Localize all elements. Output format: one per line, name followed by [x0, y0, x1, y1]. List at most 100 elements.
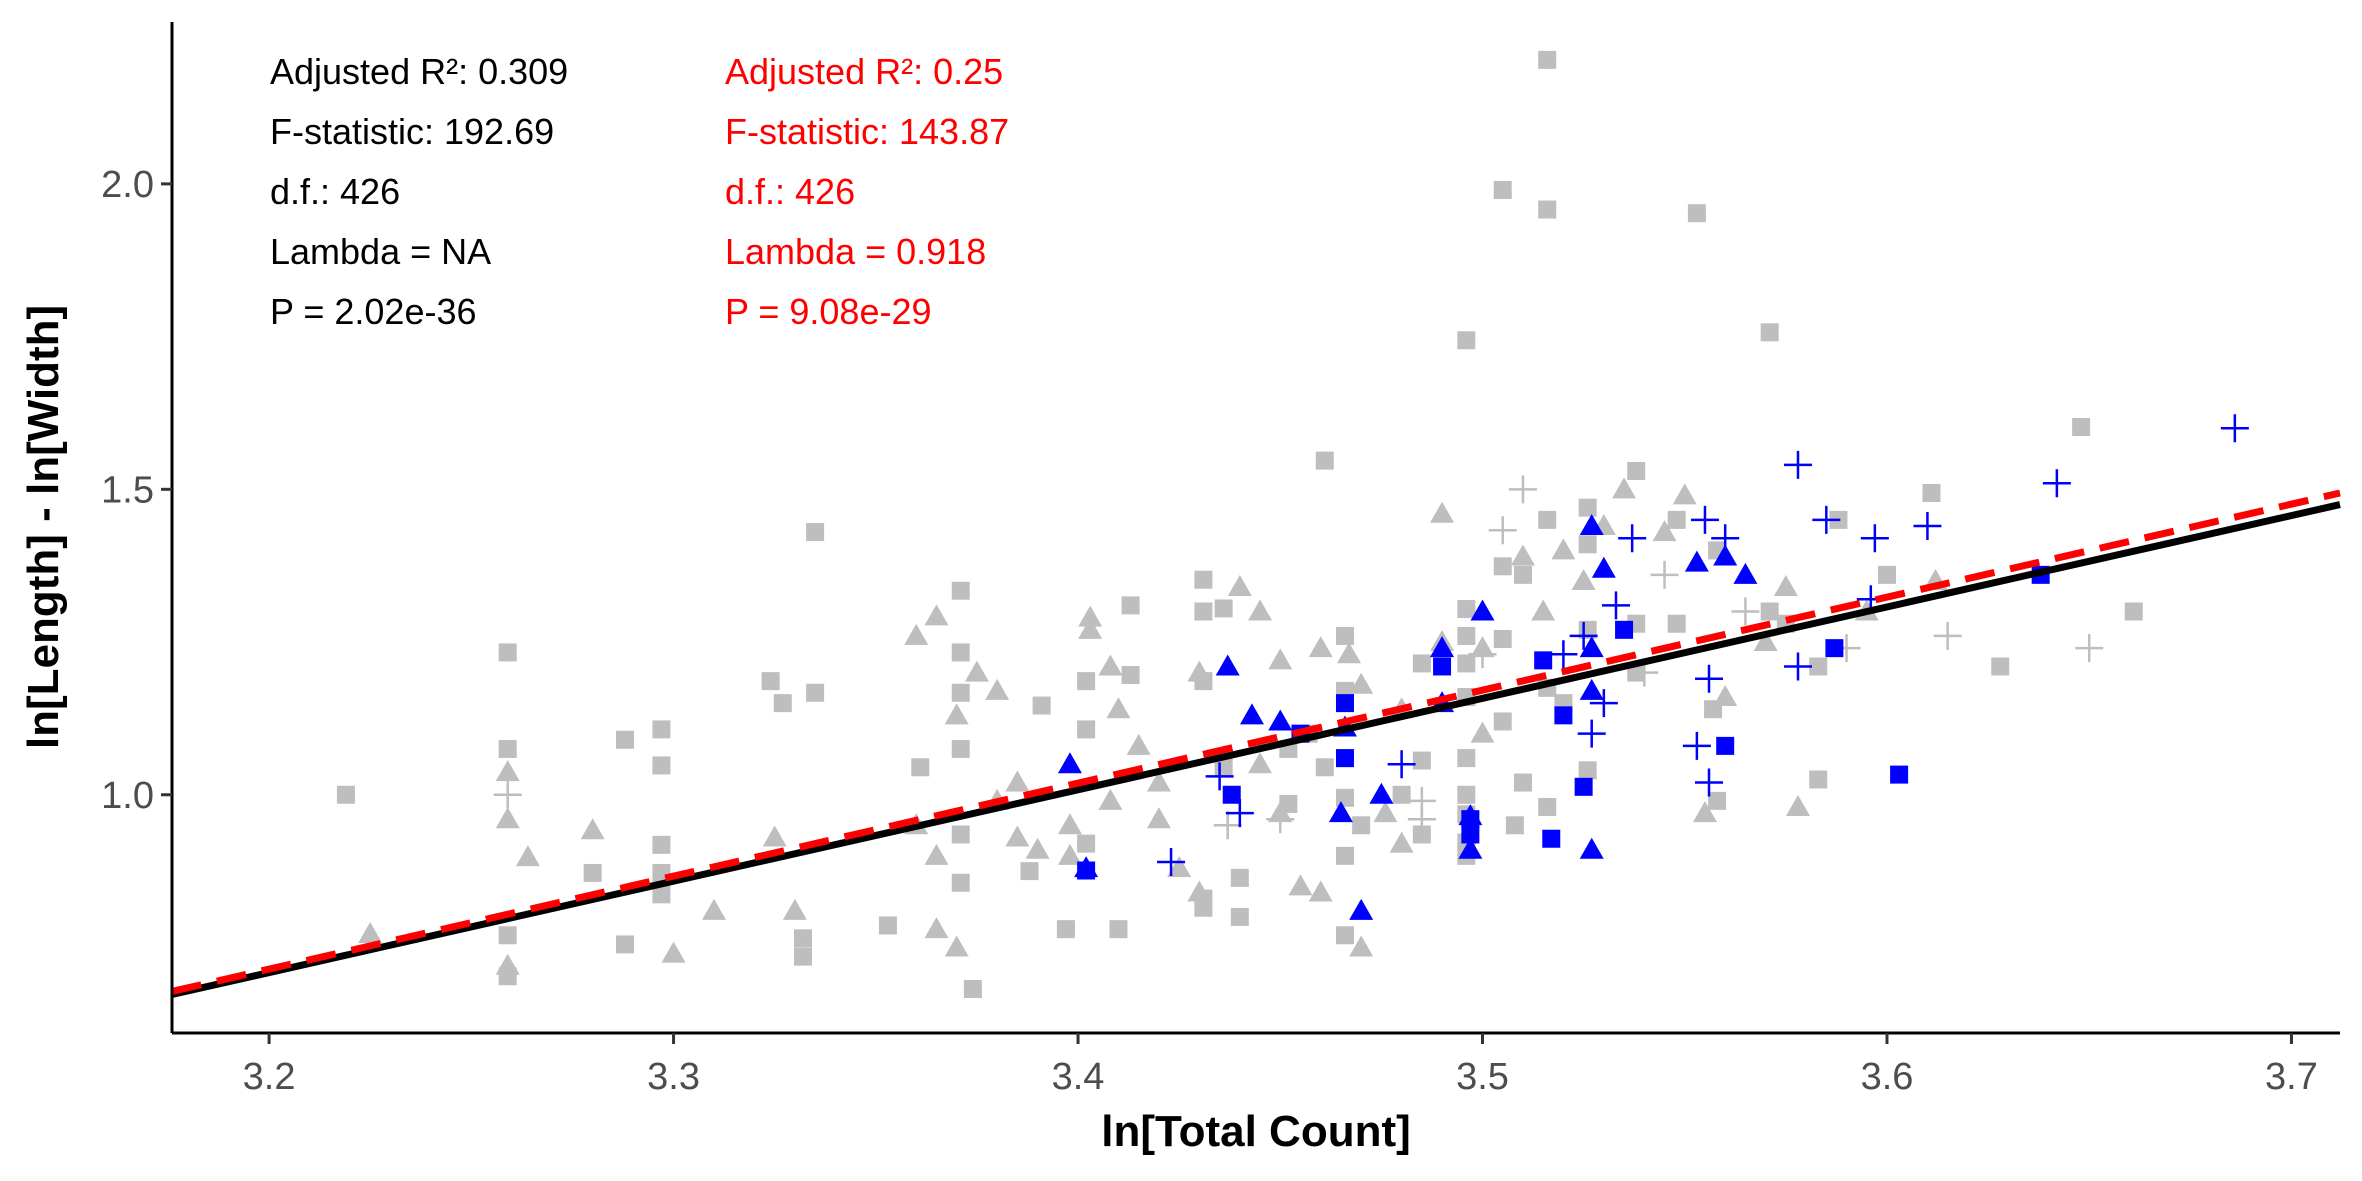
highlight-plus-marker: [1695, 768, 1724, 797]
highlight-plus-marker: [1682, 731, 1711, 760]
ols-fit-line: [171, 501, 2341, 998]
background-square-marker: [1335, 788, 1354, 807]
highlight-triangle-marker: [1733, 562, 1758, 584]
highlight-triangle-marker: [1349, 898, 1374, 920]
pgls-p-value: P = 9.08e-29: [725, 291, 932, 332]
background-triangle-marker: [1373, 801, 1398, 823]
x-tick-label: 3.4: [1052, 1056, 1105, 1098]
background-square-marker: [616, 935, 635, 954]
background-plus-marker: [1213, 811, 1242, 840]
background-square-marker: [793, 947, 812, 966]
x-axis-ticks: 3.2 3.3 3.4 3.5 3.6 3.7: [243, 1033, 2318, 1098]
background-triangle-marker: [1531, 599, 1556, 621]
highlight-square-marker: [1574, 777, 1593, 796]
background-square-marker: [1352, 816, 1371, 835]
highlight-plus-marker: [1569, 621, 1598, 650]
background-triangle-marker: [904, 623, 929, 645]
background-triangle-marker: [1308, 636, 1333, 658]
highlight-square-marker: [1433, 657, 1452, 676]
background-square-marker: [1457, 626, 1476, 645]
highlight-square-marker: [1890, 765, 1909, 784]
background-triangle-marker: [495, 760, 520, 782]
background-square-marker: [652, 720, 671, 739]
ols-stats-annotation: Adjusted R²: 0.309 F-statistic: 192.69 d…: [270, 51, 568, 332]
y-axis-ticks: 1.0 1.5 2.0: [101, 164, 172, 817]
background-triangle-marker: [1187, 880, 1212, 902]
background-triangle-marker: [1248, 599, 1273, 621]
y-tick-label: 2.0: [101, 164, 154, 206]
highlight-plus-marker: [1577, 719, 1606, 748]
highlight-triangle-marker: [1458, 804, 1483, 826]
highlight-triangle-marker: [1430, 636, 1455, 658]
background-square-marker: [951, 873, 970, 892]
background-plus-marker: [1488, 516, 1517, 545]
background-triangle-marker: [1692, 801, 1717, 823]
background-square-marker: [498, 926, 517, 945]
background-square-marker: [806, 683, 825, 702]
background-square-marker: [1513, 565, 1532, 584]
highlight-plus-marker: [1711, 524, 1740, 553]
background-square-marker: [1109, 920, 1128, 939]
background-square-marker: [1056, 920, 1075, 939]
highlight-plus-marker: [1549, 640, 1578, 669]
background-triangle-marker: [1349, 935, 1374, 957]
background-triangle-marker: [1106, 697, 1131, 719]
background-square-marker: [1578, 535, 1597, 554]
y-tick-label: 1.5: [101, 469, 154, 511]
background-square-marker: [1493, 629, 1512, 648]
background-square-marker: [1538, 797, 1557, 816]
ols-f-statistic: F-statistic: 192.69: [270, 111, 554, 152]
background-square-marker: [1760, 602, 1779, 621]
background-square-marker: [1077, 720, 1096, 739]
highlight-square-marker: [1335, 694, 1354, 713]
highlight-triangle-marker: [1591, 556, 1616, 578]
background-triangle-marker: [964, 660, 989, 682]
background-triangle-marker: [1126, 733, 1151, 755]
highlight-triangle-marker: [1579, 636, 1604, 658]
background-triangle-marker: [1510, 544, 1535, 566]
highlight-square-marker: [1615, 620, 1634, 639]
background-triangle-marker: [515, 845, 540, 867]
background-triangle-marker: [1057, 813, 1082, 835]
pgls-stats-annotation: Adjusted R²: 0.25 F-statistic: 143.87 d.…: [725, 51, 1009, 332]
background-square-marker: [1809, 657, 1828, 676]
background-plus-marker: [1407, 805, 1436, 834]
highlight-plus-marker: [2220, 414, 2249, 443]
background-square-marker: [1121, 596, 1140, 615]
background-triangle-marker: [1078, 617, 1103, 639]
background-square-marker: [1315, 451, 1334, 470]
background-square-marker: [761, 672, 780, 691]
background-square-marker: [1335, 626, 1354, 645]
background-plus-marker: [1731, 597, 1760, 626]
background-square-marker: [1457, 654, 1476, 673]
background-triangle-marker: [944, 935, 969, 957]
x-tick-label: 3.3: [647, 1056, 700, 1098]
background-triangle-marker: [1470, 721, 1495, 743]
highlight-square-marker: [1461, 825, 1480, 844]
background-triangle-marker: [1308, 880, 1333, 902]
background-square-marker: [1032, 696, 1051, 715]
highlight-square-marker: [1825, 639, 1844, 658]
ols-df: d.f.: 426: [270, 171, 400, 212]
background-square-marker: [1513, 773, 1532, 792]
highlight-triangle-marker: [1713, 544, 1738, 566]
background-plus-marker: [1650, 560, 1679, 589]
background-triangle-marker: [1187, 660, 1212, 682]
background-triangle-marker: [1167, 856, 1192, 878]
highlight-triangle-marker: [1215, 654, 1240, 676]
highlight-square-marker: [1554, 706, 1573, 725]
pgls-adjusted-r2: Adjusted R²: 0.25: [725, 51, 1003, 92]
pgls-lambda: Lambda = 0.918: [725, 231, 986, 272]
background-square-marker: [951, 683, 970, 702]
background-triangle-marker: [1268, 648, 1293, 670]
background-plus-marker: [1468, 640, 1497, 669]
highlight-plus-marker: [2042, 469, 2071, 498]
background-square-marker: [1457, 785, 1476, 804]
background-square-marker: [1457, 600, 1476, 619]
highlight-triangle-marker: [1579, 837, 1604, 859]
background-square-marker: [951, 643, 970, 662]
highlight-triangle-marker: [1074, 856, 1099, 878]
pgls-df: d.f.: 426: [725, 171, 855, 212]
background-square-marker: [1335, 846, 1354, 865]
background-square-marker: [963, 980, 982, 999]
